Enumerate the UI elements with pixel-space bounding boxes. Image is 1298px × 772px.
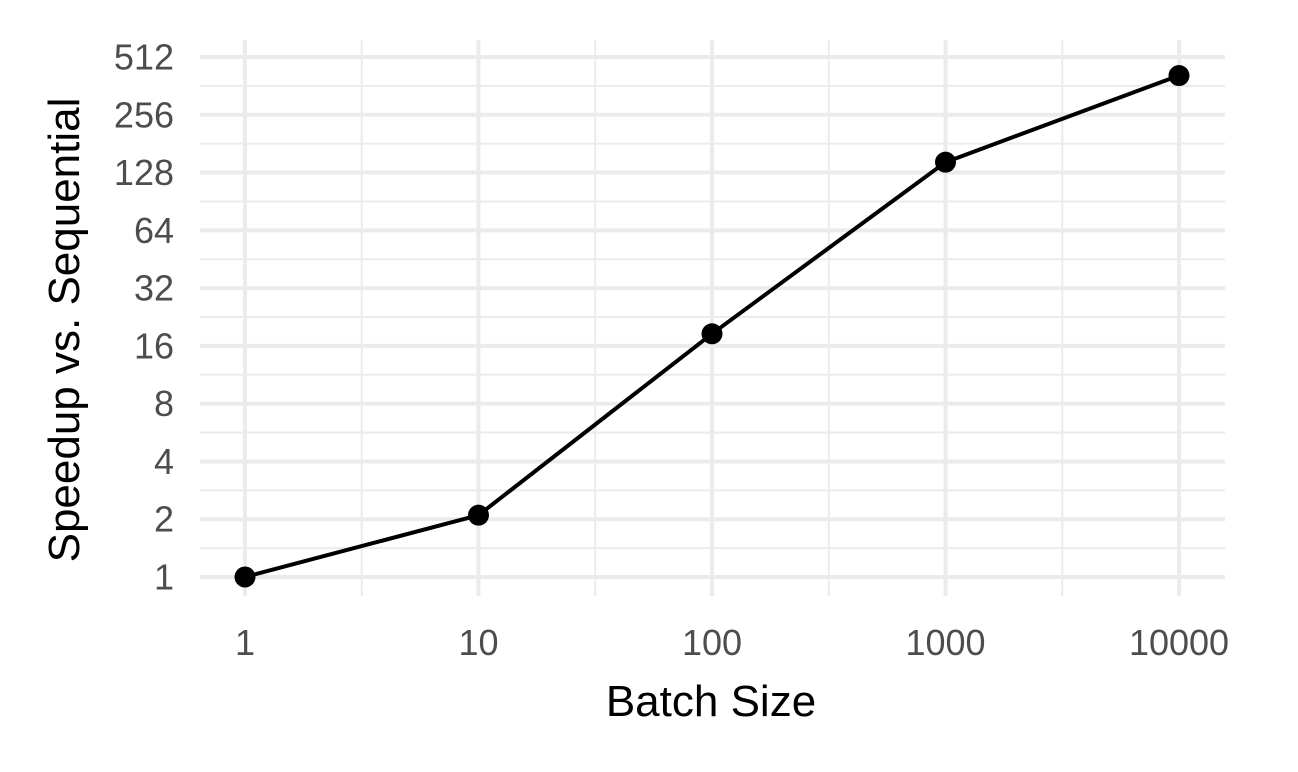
y-tick-label: 64 <box>134 210 174 251</box>
x-tick-label: 10 <box>458 622 498 663</box>
data-point <box>935 151 956 173</box>
data-points <box>234 65 1190 588</box>
y-tick-label: 8 <box>154 383 174 424</box>
y-tick-label: 128 <box>114 152 174 193</box>
y-tick-label: 32 <box>134 268 174 309</box>
data-point <box>234 566 256 588</box>
y-tick-label: 1 <box>154 557 174 598</box>
y-axis-ticks: 1 2 4 8 16 32 64 128 256 512 <box>114 37 174 598</box>
x-tick-label: 1000 <box>905 622 985 663</box>
y-tick-label: 4 <box>154 441 174 482</box>
x-axis-ticks: 1 10 100 1000 10000 <box>235 622 1229 663</box>
y-axis-title: Speedup vs. Sequential <box>40 98 89 563</box>
y-tick-label: 2 <box>154 499 174 540</box>
data-point <box>701 323 723 345</box>
x-tick-label: 10000 <box>1129 622 1229 663</box>
x-tick-label: 1 <box>235 622 255 663</box>
x-tick-label: 100 <box>682 622 742 663</box>
y-tick-label: 16 <box>134 325 174 366</box>
y-tick-label: 256 <box>114 94 174 135</box>
x-axis-title: Batch Size <box>606 677 816 726</box>
grid <box>200 40 1225 596</box>
y-tick-label: 512 <box>114 37 174 78</box>
data-point <box>468 504 489 526</box>
data-point <box>1168 65 1190 87</box>
